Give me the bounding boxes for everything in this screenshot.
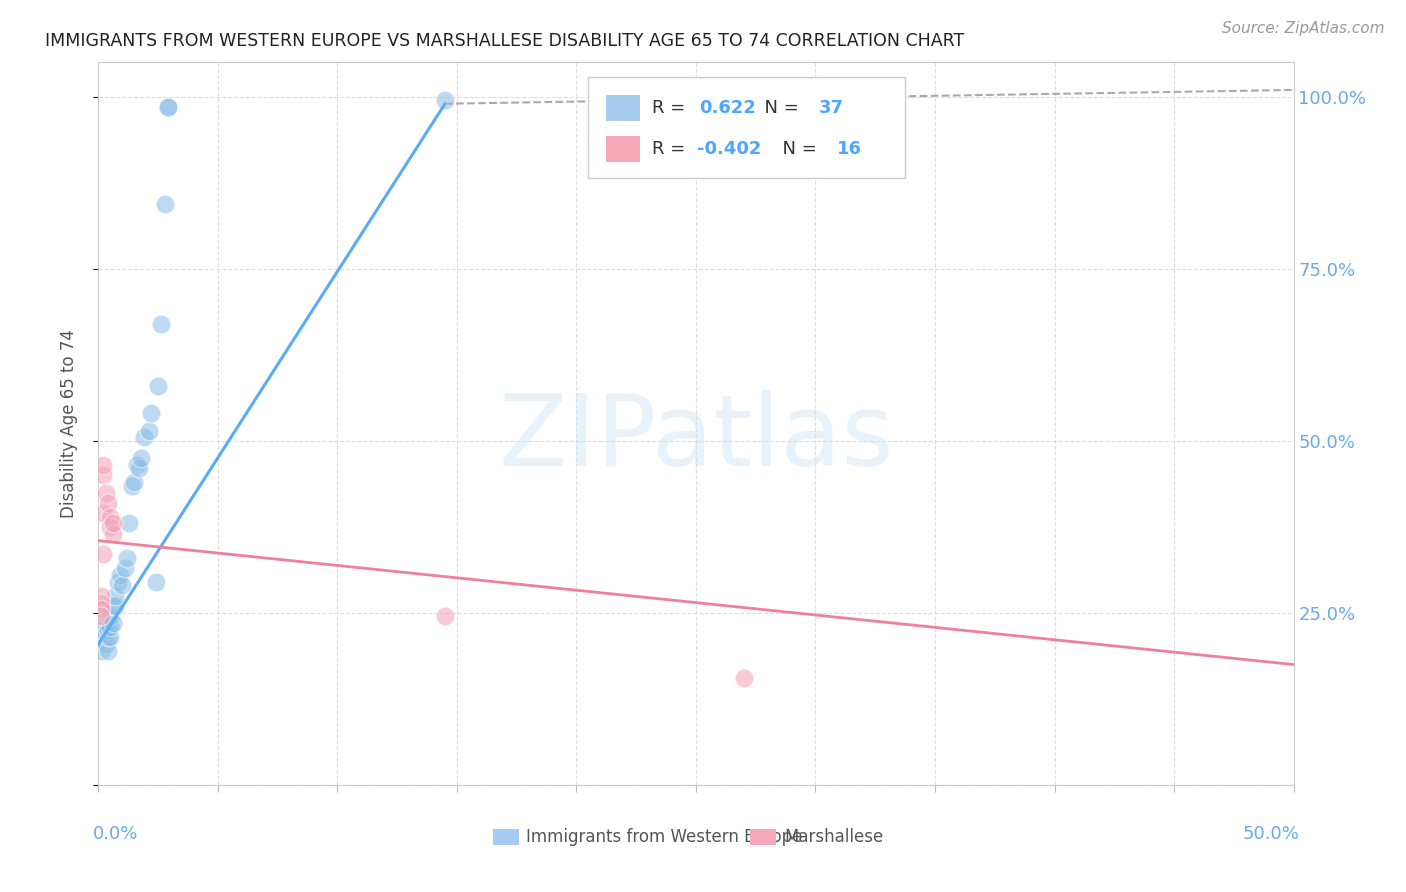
Point <box>434 609 457 624</box>
Y-axis label: Disability Age 65 to 74: Disability Age 65 to 74 <box>59 329 77 518</box>
FancyBboxPatch shape <box>606 95 640 121</box>
Point <box>107 574 129 589</box>
FancyBboxPatch shape <box>749 829 776 845</box>
Point <box>91 506 114 520</box>
Point <box>101 616 124 631</box>
Point <box>91 458 114 472</box>
Point <box>148 379 170 393</box>
Point <box>90 589 112 603</box>
Point <box>91 633 114 648</box>
Point <box>97 623 120 637</box>
Point <box>98 520 122 534</box>
Point <box>115 550 138 565</box>
Point <box>98 509 122 524</box>
Point <box>98 630 122 644</box>
Point <box>104 589 127 603</box>
Text: N =: N = <box>754 99 804 117</box>
Point <box>90 596 112 610</box>
Point <box>156 100 179 114</box>
Point <box>91 468 114 483</box>
Point <box>90 620 112 634</box>
Point <box>94 485 117 500</box>
Text: IMMIGRANTS FROM WESTERN EUROPE VS MARSHALLESE DISABILITY AGE 65 TO 74 CORRELATIO: IMMIGRANTS FROM WESTERN EUROPE VS MARSHA… <box>45 32 965 50</box>
Point <box>149 317 172 331</box>
Point <box>733 671 755 685</box>
Point <box>145 574 167 589</box>
Point <box>91 623 114 637</box>
Point <box>101 526 124 541</box>
Point <box>94 626 117 640</box>
Point <box>434 93 457 107</box>
Text: Immigrants from Western Europe: Immigrants from Western Europe <box>526 828 803 846</box>
Point <box>97 496 120 510</box>
Point <box>138 424 160 438</box>
FancyBboxPatch shape <box>494 829 519 845</box>
Point <box>90 644 112 658</box>
Point <box>90 602 112 616</box>
Point <box>111 578 134 592</box>
Point <box>90 630 112 644</box>
Point <box>131 451 153 466</box>
Text: N =: N = <box>772 140 823 158</box>
Point <box>94 637 117 651</box>
Point <box>97 644 120 658</box>
Point <box>114 561 136 575</box>
Point <box>101 599 124 613</box>
Text: R =: R = <box>652 99 690 117</box>
Point <box>128 461 150 475</box>
Point <box>132 430 155 444</box>
Text: 0.622: 0.622 <box>700 99 756 117</box>
Point <box>97 630 120 644</box>
Point <box>155 196 177 211</box>
Point <box>98 620 122 634</box>
FancyBboxPatch shape <box>606 136 640 162</box>
Point <box>108 568 131 582</box>
Point <box>90 609 112 624</box>
Point <box>121 478 143 492</box>
Text: 16: 16 <box>837 140 862 158</box>
Text: Marshallese: Marshallese <box>785 828 883 846</box>
Text: R =: R = <box>652 140 690 158</box>
Text: 37: 37 <box>820 99 844 117</box>
Text: -0.402: -0.402 <box>697 140 762 158</box>
Point <box>101 516 124 531</box>
Point <box>124 475 146 490</box>
Point <box>118 516 141 531</box>
Text: ZIPatlas: ZIPatlas <box>498 390 894 487</box>
FancyBboxPatch shape <box>589 77 905 178</box>
Text: Source: ZipAtlas.com: Source: ZipAtlas.com <box>1222 21 1385 37</box>
Point <box>98 609 122 624</box>
Text: 50.0%: 50.0% <box>1243 825 1299 843</box>
Text: 0.0%: 0.0% <box>93 825 138 843</box>
Point <box>156 100 179 114</box>
Point <box>104 599 127 613</box>
Point <box>125 458 148 472</box>
Point <box>91 548 114 562</box>
Point <box>139 406 162 420</box>
